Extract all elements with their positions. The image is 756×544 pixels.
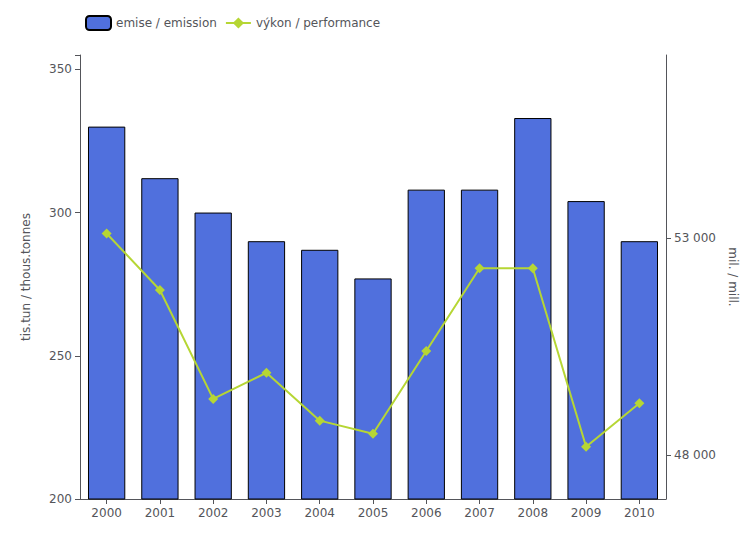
svg-text:výkon / performance: výkon / performance (256, 16, 380, 30)
svg-text:2002: 2002 (198, 506, 229, 520)
svg-text:mil. / mill.: mil. / mill. (726, 247, 740, 306)
svg-text:2000: 2000 (91, 506, 122, 520)
svg-text:2004: 2004 (304, 506, 335, 520)
svg-text:2008: 2008 (518, 506, 549, 520)
svg-text:2006: 2006 (411, 506, 442, 520)
svg-text:300: 300 (49, 206, 72, 220)
svg-text:2007: 2007 (464, 506, 495, 520)
svg-text:250: 250 (49, 349, 72, 363)
svg-text:200: 200 (49, 492, 72, 506)
svg-text:2005: 2005 (358, 506, 389, 520)
svg-text:emise / emission: emise / emission (116, 16, 217, 30)
svg-text:48 000: 48 000 (674, 448, 716, 462)
svg-text:2003: 2003 (251, 506, 282, 520)
svg-text:350: 350 (49, 62, 72, 76)
svg-text:2009: 2009 (571, 506, 602, 520)
svg-text:53 000: 53 000 (674, 231, 716, 245)
svg-text:tis.tun / thous.tonnes: tis.tun / thous.tonnes (19, 213, 33, 341)
svg-text:2001: 2001 (145, 506, 176, 520)
svg-text:2010: 2010 (624, 506, 655, 520)
